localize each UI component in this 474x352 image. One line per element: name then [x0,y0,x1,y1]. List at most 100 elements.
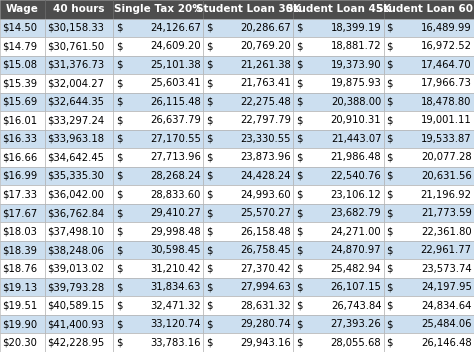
Bar [293,148,384,167]
Text: 16,972.52: 16,972.52 [420,41,472,51]
Bar [293,296,384,315]
Bar [45,130,113,148]
Text: 33,783.16: 33,783.16 [150,338,201,348]
Text: $34,642.45: $34,642.45 [47,152,104,163]
Bar [45,37,113,56]
Text: $37,498.10: $37,498.10 [47,227,104,237]
Text: 29,410.27: 29,410.27 [150,208,201,218]
Bar [0,93,45,111]
Text: $: $ [206,319,212,329]
Text: $30,761.50: $30,761.50 [47,41,104,51]
Text: $: $ [296,301,303,311]
Text: $: $ [116,60,122,70]
Text: $20.30: $20.30 [2,338,37,348]
Text: $: $ [206,301,212,311]
Bar [203,111,293,130]
Bar [384,296,474,315]
Text: $: $ [206,23,212,33]
Bar [113,333,203,352]
Text: $: $ [116,171,122,181]
Text: $: $ [116,78,122,88]
Bar [203,37,293,56]
Bar [293,93,384,111]
Bar [113,19,203,37]
Text: 22,961.77: 22,961.77 [420,245,472,255]
Bar [384,111,474,130]
Text: 24,993.60: 24,993.60 [240,189,291,200]
Text: $38,248.06: $38,248.06 [47,245,104,255]
Text: Single Tax 20%: Single Tax 20% [114,4,202,14]
Bar [384,333,474,352]
Bar [45,204,113,222]
Bar [293,74,384,93]
Bar [293,222,384,241]
Text: $: $ [206,338,212,348]
Text: $: $ [387,208,393,218]
Bar [293,56,384,74]
Text: 25,484.06: 25,484.06 [421,319,472,329]
Text: $16.99: $16.99 [2,171,37,181]
Text: $: $ [296,171,303,181]
Text: 23,873.96: 23,873.96 [240,152,291,163]
Text: $16.01: $16.01 [2,115,37,125]
Bar [113,148,203,167]
Bar [113,93,203,111]
Bar [45,93,113,111]
Text: $: $ [387,134,393,144]
Text: 28,268.24: 28,268.24 [150,171,201,181]
Text: 22,797.79: 22,797.79 [240,115,291,125]
Text: $: $ [116,227,122,237]
Text: $: $ [296,189,303,200]
Text: $19.51: $19.51 [2,301,37,311]
Bar [0,0,45,19]
Text: $16.33: $16.33 [2,134,37,144]
Bar [113,204,203,222]
Text: $: $ [116,115,122,125]
Text: $: $ [296,152,303,163]
Text: 27,393.26: 27,393.26 [330,319,382,329]
Bar [203,222,293,241]
Text: $: $ [387,282,393,292]
Bar [384,167,474,185]
Text: $40,589.15: $40,589.15 [47,301,104,311]
Text: $: $ [387,23,393,33]
Text: 29,998.48: 29,998.48 [150,227,201,237]
Bar [203,148,293,167]
Text: 20,631.56: 20,631.56 [421,171,472,181]
Text: $: $ [116,208,122,218]
Text: $: $ [206,189,212,200]
Bar [203,333,293,352]
Bar [293,130,384,148]
Text: 26,146.48: 26,146.48 [421,338,472,348]
Text: 25,603.41: 25,603.41 [150,78,201,88]
Text: 21,196.92: 21,196.92 [420,189,472,200]
Text: 24,834.64: 24,834.64 [421,301,472,311]
Text: 26,743.84: 26,743.84 [331,301,382,311]
Text: $: $ [296,338,303,348]
Bar [384,185,474,204]
Text: $: $ [296,23,303,33]
Text: $: $ [206,282,212,292]
Bar [45,167,113,185]
Bar [45,259,113,278]
Text: 22,540.76: 22,540.76 [330,171,382,181]
Text: $: $ [387,60,393,70]
Text: $14.50: $14.50 [2,23,37,33]
Text: $14.79: $14.79 [2,41,37,51]
Bar [45,111,113,130]
Text: 23,330.55: 23,330.55 [241,134,291,144]
Bar [203,185,293,204]
Text: $: $ [206,208,212,218]
Bar [0,241,45,259]
Text: 24,271.00: 24,271.00 [331,227,382,237]
Text: 17,966.73: 17,966.73 [421,78,472,88]
Text: $: $ [387,264,393,274]
Text: 24,609.20: 24,609.20 [150,41,201,51]
Bar [113,74,203,93]
Text: $: $ [116,264,122,274]
Text: $: $ [387,301,393,311]
Bar [293,185,384,204]
Bar [113,185,203,204]
Text: 25,482.94: 25,482.94 [331,264,382,274]
Text: 26,758.45: 26,758.45 [240,245,291,255]
